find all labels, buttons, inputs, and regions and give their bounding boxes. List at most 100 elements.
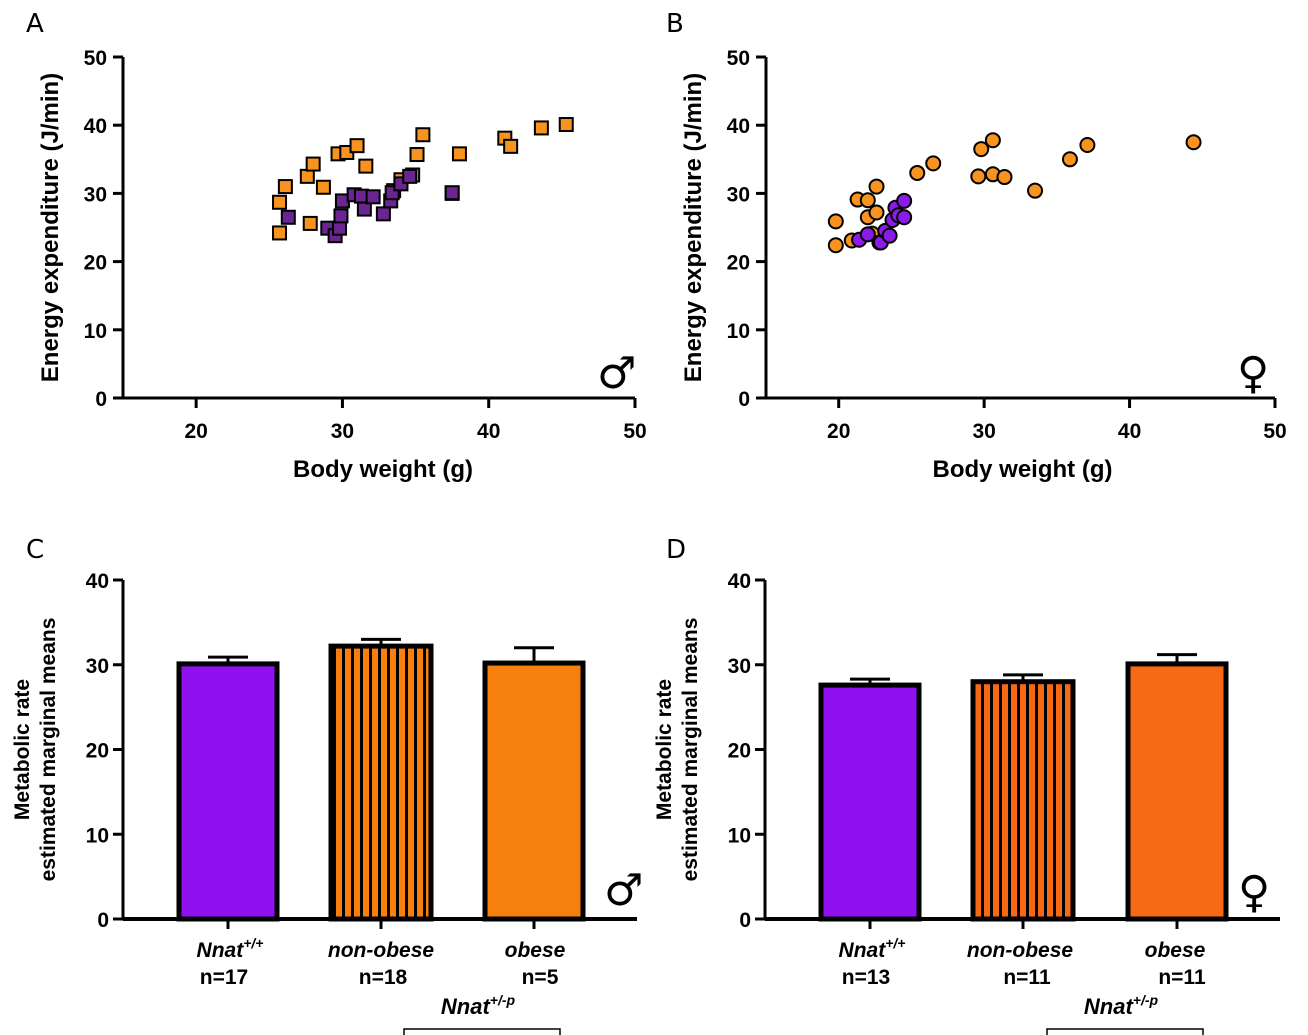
y-tick-label: 20	[727, 252, 750, 275]
y-tick-label: 10	[727, 320, 750, 343]
y-axis-label-line: Metabolic rate	[11, 679, 34, 820]
sample-size-label: n=5	[522, 966, 559, 989]
y-axis-label: Energy expenditure (J/min)	[680, 73, 707, 382]
y-axis-label-line: Metabolic rate	[653, 679, 676, 820]
scatter-panel-b: B 0 10 20 30 40 50 20 30 40 50 Body weight (g) Energ…	[666, 9, 1287, 483]
sample-size-label: n=18	[359, 966, 408, 989]
y-tick-label: 10	[728, 824, 751, 847]
data-point-circle	[859, 192, 876, 209]
data-point-circle	[896, 192, 913, 209]
category-label: Nnat+/+	[839, 935, 906, 962]
panel-letter-a: A	[26, 9, 44, 39]
bar-obese	[482, 660, 586, 922]
category-label: Nnat+/+	[197, 935, 264, 962]
sex-symbol: ♀	[1238, 867, 1270, 918]
x-tick-label: 40	[477, 420, 500, 443]
bar-wildtype	[176, 661, 280, 922]
data-point-circle	[909, 164, 926, 181]
data-point-circle	[1185, 134, 1202, 151]
y-tick-label: 40	[727, 115, 750, 138]
sample-size-label: n=13	[842, 966, 890, 989]
y-tick-label: 10	[84, 320, 107, 343]
y-tick-label: 30	[86, 655, 109, 678]
y-tick-label: 50	[727, 47, 750, 70]
y-tick-label: 20	[84, 252, 107, 275]
data-point-circle	[859, 226, 876, 243]
data-point-square	[375, 206, 391, 222]
x-tick-label: 30	[972, 420, 995, 443]
y-axis-label-line: estimated marginal means	[37, 618, 60, 882]
x-tick-label: 20	[184, 420, 207, 443]
data-point-circle	[896, 209, 913, 226]
scatter-panel-a: A 0 10 20 30 40 50 20 30 40 50 Body weight (g) Energ…	[26, 9, 647, 483]
data-point-square	[533, 120, 549, 136]
sex-symbol: ♀	[1237, 348, 1269, 399]
data-point-circle	[827, 237, 844, 254]
panel-letter-c: C	[26, 535, 44, 565]
group-bracket	[1046, 1028, 1204, 1035]
y-tick-label: 0	[97, 909, 109, 932]
data-point-circle	[984, 132, 1001, 149]
panel-letter-b: B	[666, 9, 684, 39]
data-point-square	[365, 189, 381, 205]
y-axis-label: Energy expenditure (J/min)	[37, 73, 64, 382]
data-point-square	[356, 201, 372, 217]
data-point-circle	[868, 178, 885, 195]
y-axis-label: Metabolic rate estimated marginal means	[653, 618, 702, 882]
data-point-square	[315, 179, 331, 195]
data-point-circle	[1079, 136, 1096, 153]
x-tick-label: 50	[623, 420, 646, 443]
y-tick-label: 0	[739, 909, 751, 932]
bar-non-obese	[970, 679, 1076, 922]
data-point-square	[349, 138, 365, 154]
data-point-square	[305, 156, 321, 172]
y-tick-label: 30	[728, 655, 751, 678]
y-tick-label: 50	[84, 47, 107, 70]
y-tick-label: 40	[86, 570, 109, 593]
sample-size-label: n=17	[200, 966, 248, 989]
group-label: Nnat+/-p	[1084, 992, 1159, 1019]
y-tick-label: 0	[95, 388, 107, 411]
data-point-square	[277, 179, 293, 195]
category-label: non-obese	[967, 939, 1073, 962]
data-point-circle	[925, 155, 942, 172]
data-point-circle	[1027, 182, 1044, 199]
data-point-circle	[1061, 151, 1078, 168]
data-point-circle	[970, 168, 987, 185]
data-point-square	[444, 185, 460, 201]
sample-size-label: n=11	[1003, 966, 1051, 989]
data-point-square	[402, 168, 418, 184]
x-tick-label: 50	[1263, 420, 1286, 443]
y-tick-label: 30	[84, 183, 107, 206]
sample-size-label: n=11	[1158, 966, 1206, 989]
data-point-square	[409, 147, 425, 163]
x-tick-label: 20	[827, 420, 850, 443]
data-point-square	[503, 138, 519, 154]
bar-obese	[1125, 661, 1229, 922]
group-label: Nnat+/-p	[441, 992, 516, 1019]
data-point-square	[333, 208, 349, 224]
bar-panel-d: D 0 10 20 30 40 Metabolic rate estimated margin…	[653, 535, 1280, 1035]
x-tick-label: 40	[1118, 420, 1141, 443]
y-tick-label: 10	[86, 824, 109, 847]
data-point-square	[415, 127, 431, 143]
bar-non-obese	[328, 643, 434, 922]
panel-letter-d: D	[666, 535, 686, 565]
y-axis-label-line: estimated marginal means	[679, 618, 702, 882]
bar-panel-c: C 0 10 20 30 40 Metabolic rate estimated margin…	[11, 535, 643, 1035]
y-tick-label: 20	[86, 740, 109, 763]
category-label: obese	[505, 939, 566, 962]
y-tick-label: 20	[728, 740, 751, 763]
data-point-square	[299, 168, 315, 184]
sex-symbol: ♂	[597, 348, 636, 399]
y-axis-label: Metabolic rate estimated marginal means	[11, 618, 60, 882]
data-point-circle	[868, 204, 885, 221]
bar-wildtype	[818, 682, 922, 922]
x-axis-label: Body weight (g)	[933, 456, 1113, 483]
data-point-square	[558, 117, 574, 133]
data-point-circle	[996, 169, 1013, 186]
data-point-circle	[827, 213, 844, 230]
data-point-square	[272, 194, 288, 210]
category-label: non-obese	[328, 939, 434, 962]
